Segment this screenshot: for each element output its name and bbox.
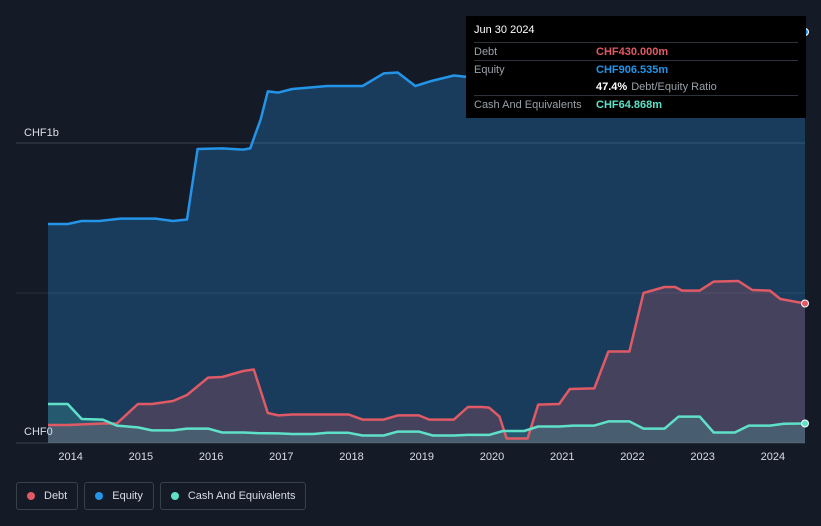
- data-tooltip: Jun 30 2024 Debt CHF430.000m Equity CHF9…: [466, 16, 806, 118]
- tooltip-cash-row: Cash And Equivalents CHF64.868m: [474, 95, 798, 113]
- y-tick-label-bottom: CHF0: [24, 426, 53, 438]
- tooltip-equity-value: CHF906.535m: [596, 63, 669, 76]
- debt-end-marker: [801, 299, 809, 308]
- cash-line: [48, 402, 806, 437]
- debt-area: [48, 281, 805, 443]
- legend-item-cash[interactable]: Cash And Equivalents: [159, 482, 307, 510]
- x-tick-label-2015: 2015: [129, 451, 153, 463]
- tooltip-debt-row: Debt CHF430.000m: [474, 42, 798, 60]
- x-tick-label-2019: 2019: [410, 451, 434, 463]
- legend-cash-label: Cash And Equivalents: [187, 490, 296, 502]
- x-tick-label-2021: 2021: [550, 451, 574, 463]
- x-tick-label-2023: 2023: [690, 451, 714, 463]
- equity-dot-icon: [95, 492, 104, 500]
- tooltip-equity-label: Equity: [474, 63, 505, 76]
- legend-equity-label: Equity: [112, 490, 143, 502]
- x-tick-label-2017: 2017: [269, 451, 293, 463]
- x-tick-label-2020: 2020: [480, 451, 504, 463]
- tooltip-cash-label: Cash And Equivalents: [474, 98, 582, 111]
- tooltip-cash-value: CHF64.868m: [596, 98, 663, 111]
- tooltip-ratio-row: 47.4% Debt/Equity Ratio: [474, 78, 798, 95]
- legend-item-equity[interactable]: Equity: [84, 482, 154, 510]
- tooltip-equity-row: Equity CHF906.535m: [474, 60, 798, 78]
- y-tick-label-top: CHF1b: [24, 127, 59, 139]
- x-tick-label-2022: 2022: [620, 451, 644, 463]
- cash-dot-icon: [170, 492, 179, 500]
- tooltip-debt-label: Debt: [474, 45, 498, 58]
- cash-end-marker: [801, 419, 809, 428]
- x-tick-label-2016: 2016: [199, 451, 223, 463]
- debt-line: [48, 279, 806, 440]
- x-tick-label-2018: 2018: [339, 451, 363, 463]
- legend-debt-label: Debt: [44, 490, 68, 502]
- equity-area: [48, 32, 805, 443]
- x-tick-label-2014: 2014: [58, 451, 82, 463]
- legend-item-debt[interactable]: Debt: [16, 482, 79, 510]
- x-tick-label-2024: 2024: [761, 451, 785, 463]
- tooltip-debt-value: CHF430.000m: [596, 45, 669, 58]
- tooltip-date: Jun 30 2024: [474, 24, 535, 36]
- debt-dot-icon: [27, 492, 35, 500]
- chart-legend: Debt Equity Cash And Equivalents: [16, 482, 307, 510]
- tooltip-ratio-label: Debt/Equity Ratio: [631, 80, 717, 93]
- tooltip-ratio-value: 47.4%: [596, 80, 628, 93]
